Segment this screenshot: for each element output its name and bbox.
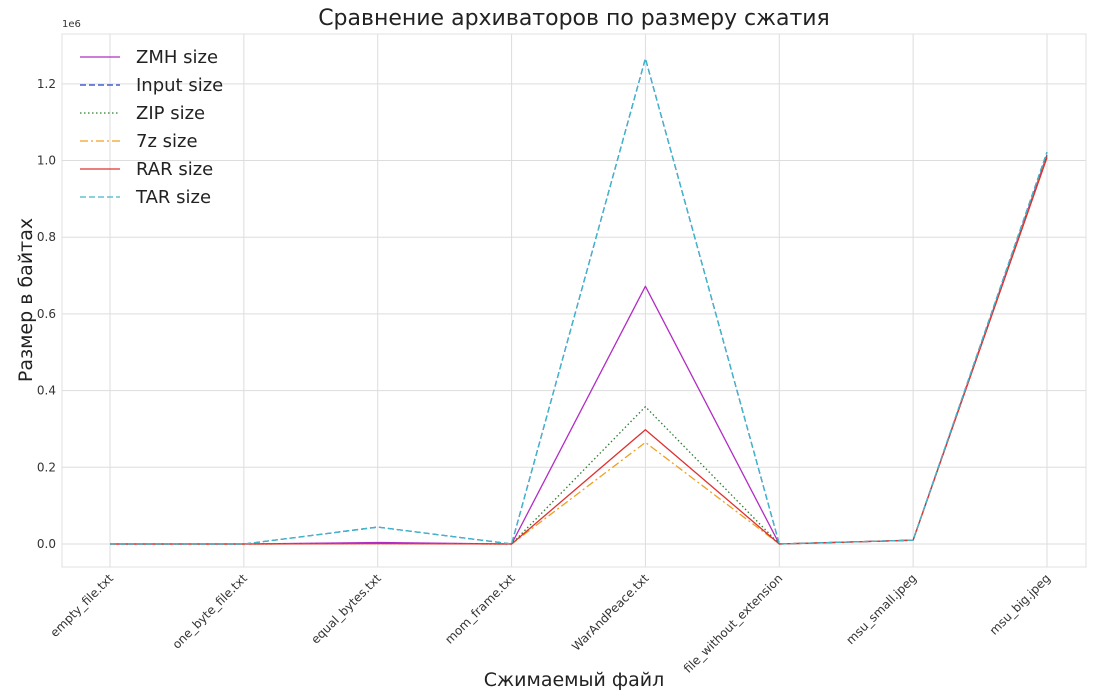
y-tick-label: 1.2 xyxy=(37,77,56,91)
y-tick-label: 0.4 xyxy=(37,384,56,398)
x-tick-label: msu_small.jpeg xyxy=(843,571,919,647)
legend-label: RAR size xyxy=(136,159,213,180)
legend-label: ZMH size xyxy=(136,47,218,68)
legend: ZMH size Input size ZIP size 7z size RAR siz… xyxy=(80,47,223,208)
series-line xyxy=(110,155,1048,545)
legend-label: Input size xyxy=(136,75,223,96)
series xyxy=(110,57,1048,545)
x-tick-label: file_without_extension xyxy=(681,571,786,676)
x-tick-label: one_byte_file.txt xyxy=(170,571,251,652)
series-line xyxy=(110,156,1048,545)
y-offset-label: 1e6 xyxy=(62,19,81,30)
legend-label: ZIP size xyxy=(136,103,205,124)
y-tick-label: 0.2 xyxy=(37,460,56,474)
plot-frame xyxy=(61,33,1087,568)
y-tick-label: 0.0 xyxy=(37,537,56,551)
series-line xyxy=(110,154,1048,545)
y-tick-label: 0.8 xyxy=(37,230,56,244)
chart-title: Сравнение архиваторов по размеру сжатия xyxy=(318,6,830,31)
y-tick-label: 0.6 xyxy=(37,307,56,321)
grid xyxy=(62,34,1086,567)
x-tick-label: mom_frame.txt xyxy=(442,571,518,647)
x-ticks: empty_file.txt one_byte_file.txt equal_byt… xyxy=(47,571,1053,676)
series-line xyxy=(110,57,1048,545)
series-line xyxy=(110,57,1048,545)
legend-label: 7z size xyxy=(136,131,198,152)
x-tick-label: empty_file.txt xyxy=(47,571,116,640)
y-tick-label: 1.0 xyxy=(37,154,56,168)
x-axis-label: Сжимаемый файл xyxy=(484,669,665,691)
series-line xyxy=(110,157,1048,545)
legend-label: TAR size xyxy=(135,187,211,208)
y-axis-label: Размер в байтах xyxy=(15,218,37,382)
x-tick-label: msu_big.jpeg xyxy=(987,571,1053,637)
y-ticks: 0.0 0.2 0.4 0.6 0.8 1.0 1.2 xyxy=(37,77,56,551)
x-tick-label: WarAndPeace.txt xyxy=(569,571,652,654)
x-tick-label: equal_bytes.txt xyxy=(308,571,384,647)
